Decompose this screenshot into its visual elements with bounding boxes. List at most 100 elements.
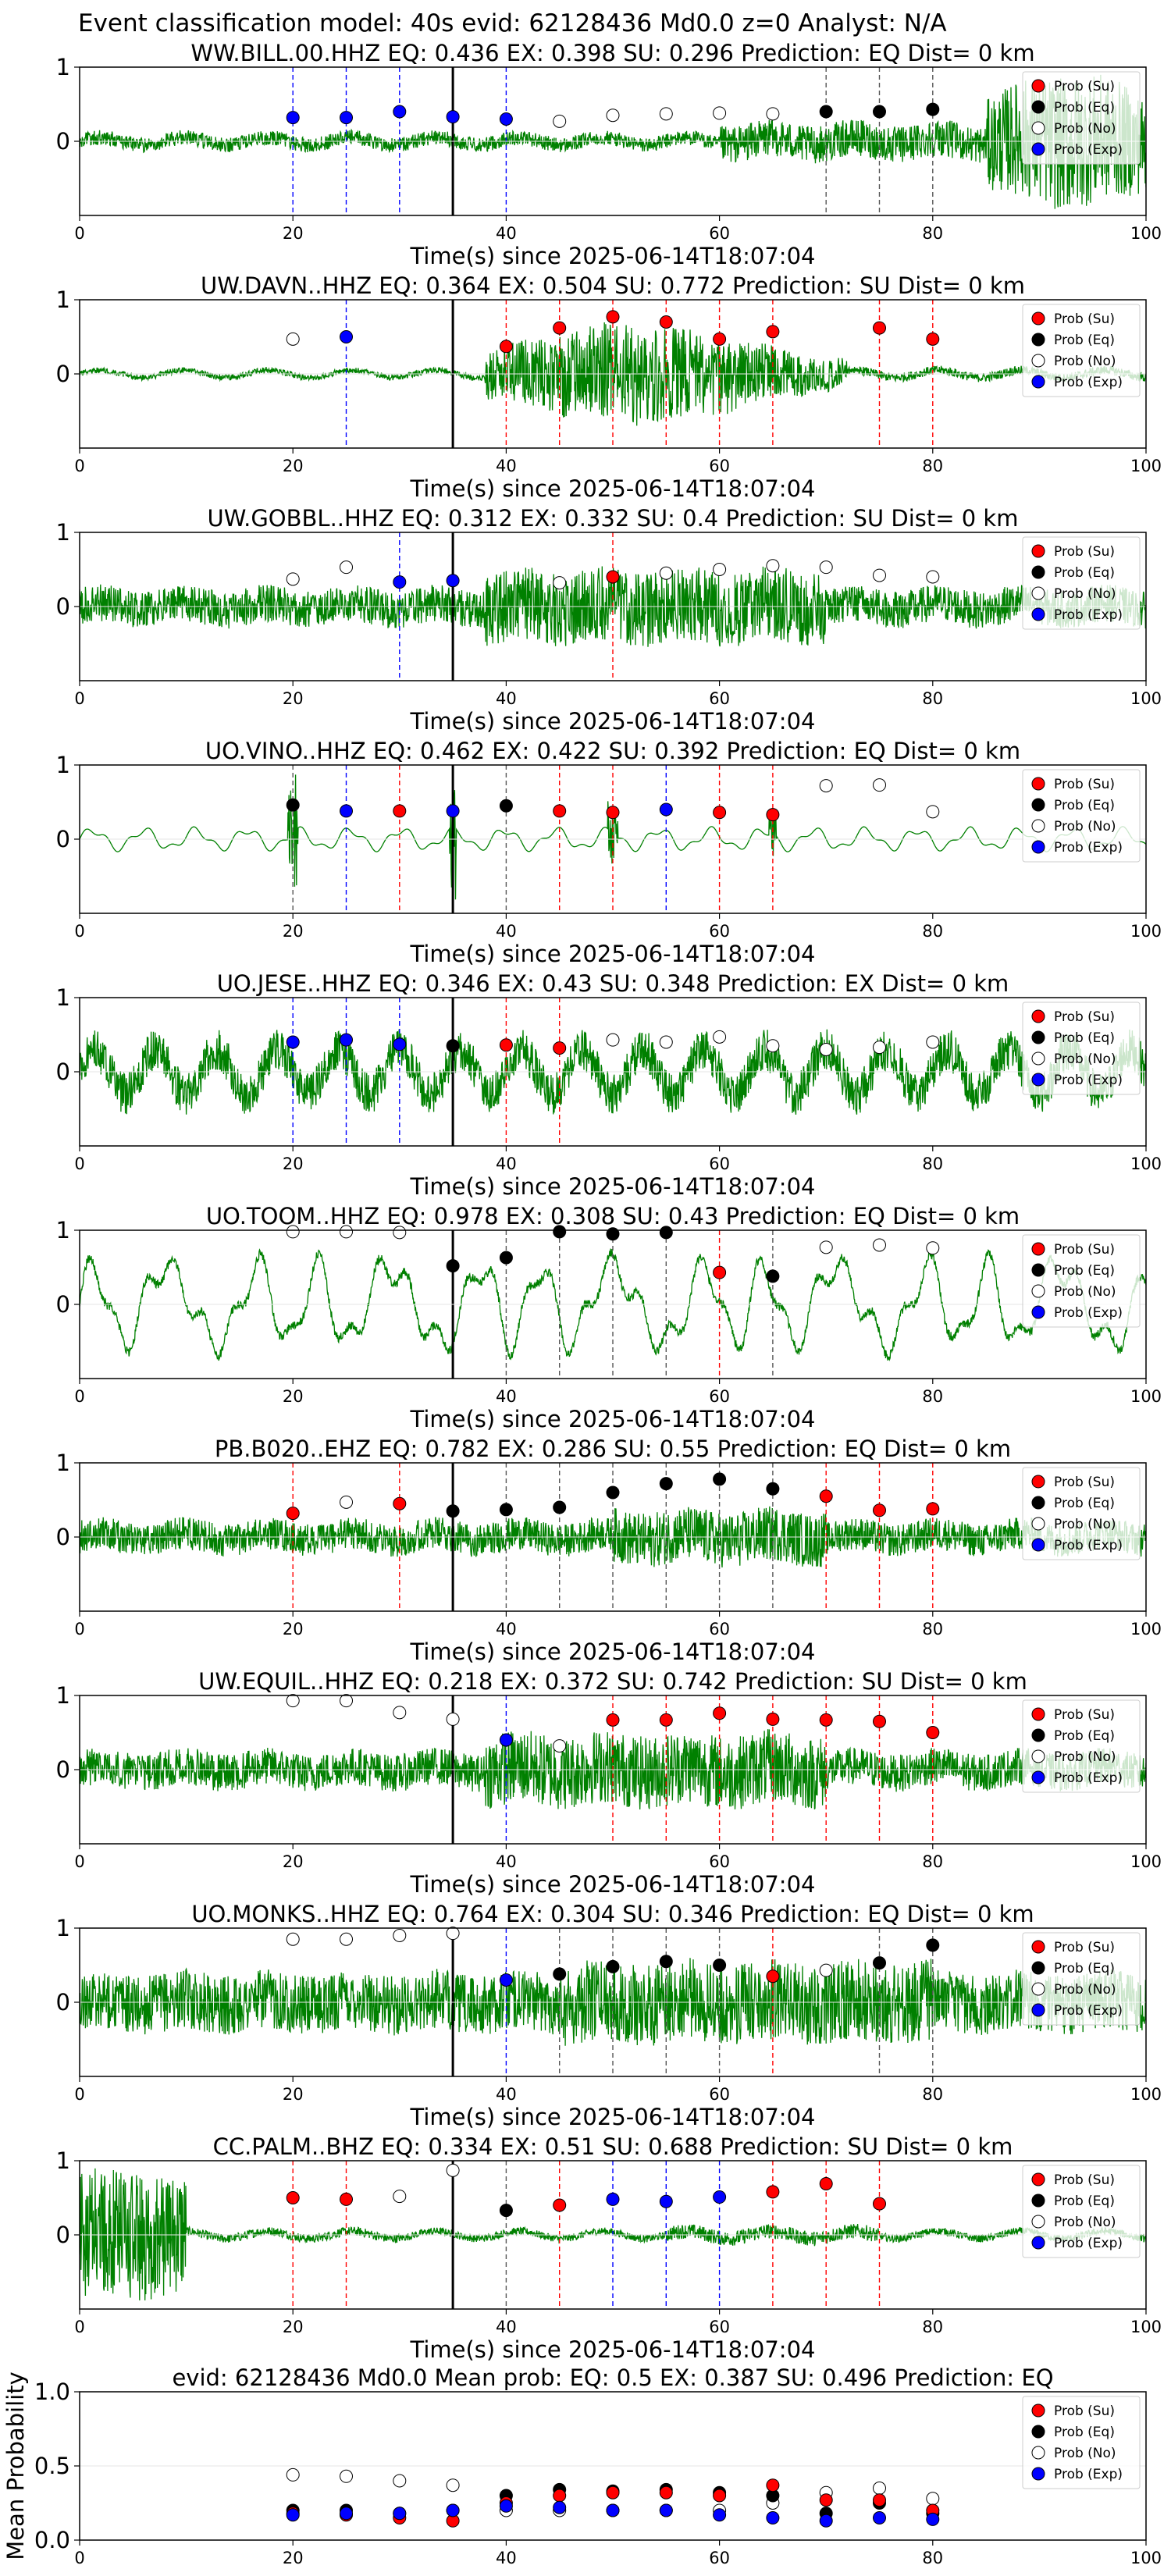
panel-title: UW.DAVN..HHZ EQ: 0.364 EX: 0.504 SU: 0.7… xyxy=(201,272,1025,299)
x-tick-label: 40 xyxy=(496,1620,517,1638)
prob-marker-no xyxy=(819,560,833,575)
panel-title: UO.JESE..HHZ EQ: 0.346 EX: 0.43 SU: 0.34… xyxy=(217,970,1009,997)
legend-marker-no xyxy=(1031,2215,1045,2229)
prob-marker-no xyxy=(819,779,833,793)
x-tick-label: 60 xyxy=(709,1852,730,1871)
prob-marker-exp xyxy=(340,111,353,125)
mean-marker-su xyxy=(553,2489,567,2503)
legend-marker-no xyxy=(1031,2446,1045,2460)
legend-box xyxy=(1022,1932,1141,2026)
x-tick-label: 100 xyxy=(1130,1852,1162,1871)
prob-marker-su xyxy=(926,332,940,346)
mean-marker-exp xyxy=(659,2503,673,2517)
prob-marker-su xyxy=(393,1496,407,1510)
x-tick-label: 40 xyxy=(496,689,517,708)
legend-marker-su xyxy=(1031,2403,1045,2418)
prob-marker-exp xyxy=(446,110,460,124)
y-tick-label: 1 xyxy=(56,1450,70,1476)
prob-marker-exp xyxy=(393,1037,407,1051)
x-tick-label: 40 xyxy=(496,2549,517,2567)
prob-marker-eq xyxy=(499,1251,513,1265)
x-tick-label: 100 xyxy=(1130,224,1162,243)
x-tick-label: 100 xyxy=(1130,2085,1162,2104)
legend-marker-no xyxy=(1031,121,1045,135)
prob-marker-su xyxy=(553,1041,567,1055)
prob-marker-eq xyxy=(286,798,300,812)
mean-marker-no xyxy=(340,2469,353,2483)
legend-label-no: Prob (No) xyxy=(1054,354,1116,369)
legend-label-no: Prob (No) xyxy=(1054,819,1116,834)
waveform-trace xyxy=(80,74,1146,209)
legend-label-su: Prob (Su) xyxy=(1054,777,1115,792)
x-axis-label: Time(s) since 2025-06-14T18:07:04 xyxy=(410,2336,816,2363)
mean-marker-no xyxy=(286,2467,300,2482)
prob-marker-eq xyxy=(659,1226,673,1240)
prob-marker-eq xyxy=(713,1472,727,1486)
prob-marker-no xyxy=(713,563,727,576)
legend-label-exp: Prob (Exp) xyxy=(1054,1305,1123,1321)
legend-label-eq: Prob (Eq) xyxy=(1054,100,1115,116)
legend-label-eq: Prob (Eq) xyxy=(1054,2194,1115,2209)
prob-marker-no xyxy=(926,805,940,819)
prob-marker-eq xyxy=(499,2204,513,2218)
station-panel: UW.GOBBL..HHZ EQ: 0.312 EX: 0.332 SU: 0.… xyxy=(56,505,1162,735)
x-tick-label: 0 xyxy=(74,1620,84,1638)
prob-marker-eq xyxy=(606,1227,620,1241)
mean-marker-exp xyxy=(819,2514,833,2528)
prob-marker-exp xyxy=(393,105,407,119)
x-tick-label: 20 xyxy=(283,2318,304,2336)
x-tick-label: 100 xyxy=(1130,1155,1162,1173)
prob-marker-su xyxy=(873,321,886,335)
prob-marker-no xyxy=(286,572,300,586)
prob-marker-su xyxy=(873,2197,886,2211)
prob-marker-exp xyxy=(340,804,353,818)
legend-marker-eq xyxy=(1031,100,1045,114)
prob-marker-exp xyxy=(446,574,460,588)
prob-marker-eq xyxy=(606,1959,620,1973)
x-axis-label: Time(s) since 2025-06-14T18:07:04 xyxy=(410,243,816,269)
mean-marker-exp xyxy=(553,2500,567,2514)
prob-marker-no xyxy=(286,332,300,346)
prob-marker-su xyxy=(606,806,620,820)
prob-marker-eq xyxy=(926,1938,940,1952)
legend-label-no: Prob (No) xyxy=(1054,586,1116,602)
panel-title: UW.EQUIL..HHZ EQ: 0.218 EX: 0.372 SU: 0.… xyxy=(198,1668,1027,1695)
prob-marker-su xyxy=(713,806,727,820)
x-axis-label: Time(s) since 2025-06-14T18:07:04 xyxy=(410,1173,816,1200)
prob-marker-no xyxy=(659,566,673,580)
prob-marker-exp xyxy=(340,1033,353,1047)
x-tick-label: 20 xyxy=(283,2085,304,2104)
waveform-trace xyxy=(80,1029,1146,1115)
legend-marker-no xyxy=(1031,819,1045,833)
legend-label-eq: Prob (Eq) xyxy=(1054,798,1115,813)
y-tick-label: 1 xyxy=(56,2147,70,2174)
prob-marker-eq xyxy=(713,1959,727,1972)
legend-box xyxy=(1022,71,1141,165)
x-tick-label: 0 xyxy=(74,1387,84,1406)
x-tick-label: 100 xyxy=(1130,689,1162,708)
x-tick-label: 40 xyxy=(496,1387,517,1406)
y-tick-label: 1 xyxy=(56,1682,70,1709)
legend-box xyxy=(1022,2396,1141,2489)
station-panel: WW.BILL.00.HHZ EQ: 0.436 EX: 0.398 SU: 0… xyxy=(56,40,1162,269)
prob-marker-exp xyxy=(713,2190,727,2204)
x-tick-label: 60 xyxy=(709,2549,730,2567)
x-tick-label: 60 xyxy=(709,1620,730,1638)
legend-label-su: Prob (Su) xyxy=(1054,544,1115,560)
legend-marker-eq xyxy=(1031,333,1045,347)
x-tick-label: 20 xyxy=(283,689,304,708)
legend-box xyxy=(1022,769,1141,863)
prob-marker-no xyxy=(340,1495,353,1509)
mean-marker-no xyxy=(926,2492,940,2506)
legend-label-eq: Prob (Eq) xyxy=(1054,1030,1115,1046)
mean-marker-exp xyxy=(766,2511,780,2524)
prob-marker-su xyxy=(499,1038,513,1052)
prob-marker-su xyxy=(873,1503,886,1517)
prob-marker-no xyxy=(926,570,940,584)
y-tick-label: 0 xyxy=(56,1989,70,2016)
legend-marker-exp xyxy=(1031,1073,1045,1087)
prob-marker-no xyxy=(553,576,567,590)
x-tick-label: 0 xyxy=(74,689,84,708)
prob-marker-no xyxy=(340,1694,353,1708)
legend-label-exp: Prob (Exp) xyxy=(1054,607,1123,623)
